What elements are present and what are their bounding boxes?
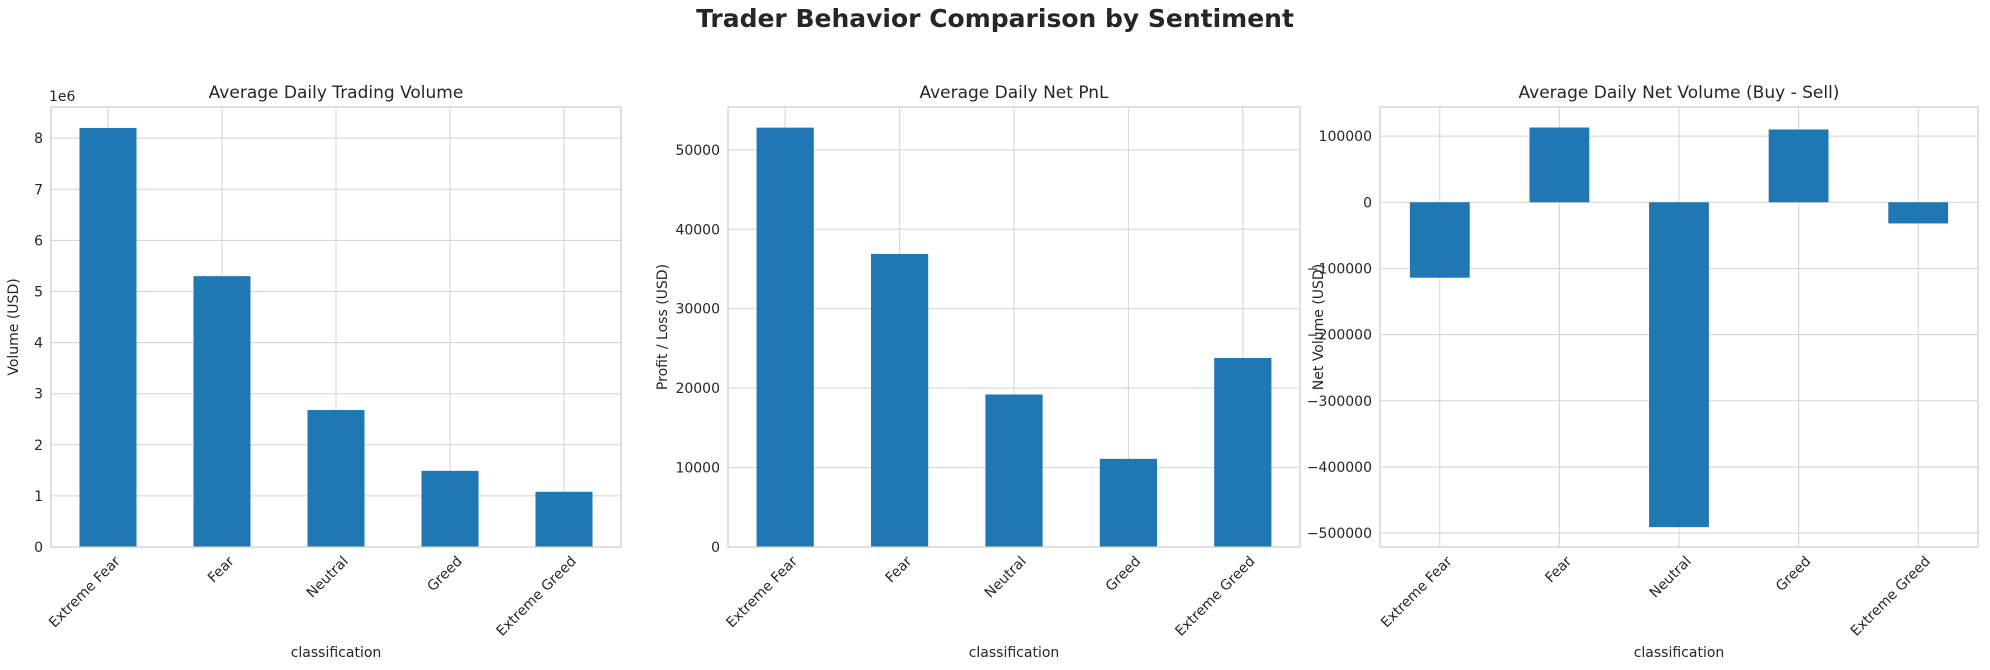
bar	[1409, 202, 1470, 278]
x-tick-label: Greed	[1103, 554, 1144, 595]
y-tick-label: 50000	[675, 143, 720, 159]
y-tick-label: −200000	[1307, 328, 1372, 344]
bar	[535, 491, 593, 547]
y-tick-label: −300000	[1307, 394, 1372, 410]
x-tick-label: Extreme Greed	[1172, 554, 1258, 640]
x-tick-label: Fear	[205, 553, 238, 586]
x-tick-label: Greed	[1773, 554, 1814, 595]
x-axis-label: classification	[1634, 645, 1725, 661]
y-tick-label: 5	[34, 284, 43, 300]
x-axis-label: classification	[969, 645, 1060, 661]
y-axis-label: Profit / Loss (USD)	[655, 264, 671, 390]
y-axis-label: Net Volume (USD)	[1311, 264, 1327, 390]
y-tick-label: 8	[34, 131, 43, 147]
bar	[756, 127, 814, 548]
y-tick-label: −100000	[1307, 261, 1372, 277]
y-tick-label: 100000	[1319, 129, 1372, 145]
x-tick-label: Extreme Fear	[1378, 553, 1456, 631]
chart-title: Average Daily Net Volume (Buy - Sell)	[1519, 83, 1840, 103]
bar	[1768, 129, 1829, 203]
bar	[1888, 202, 1949, 224]
bar	[193, 276, 251, 547]
plot-frame	[727, 106, 1301, 548]
x-tick-label: Neutral	[982, 554, 1030, 602]
x-tick-label: Extreme Fear	[723, 553, 801, 631]
y-tick-label: 20000	[675, 381, 720, 397]
chart-panel-2: 0 10000 20000 30000 40000 50000 Extreme Fear Fe…	[655, 83, 1301, 661]
x-tick-label: Neutral	[1647, 554, 1695, 602]
bar	[421, 470, 479, 547]
chart-panel-1: 0 1 2 3 4 5 6 7 8 Extreme Fear Fear Neutral Greed Ext…	[6, 83, 622, 661]
y-offset-text: 1e6	[49, 89, 76, 105]
y-tick-label: 3	[34, 387, 43, 403]
y-tick-label: 30000	[675, 302, 720, 318]
plot-frame	[50, 106, 622, 548]
y-tick-label: −400000	[1307, 460, 1372, 476]
chart-panel-3: −500000 −400000 −300000 −200000 −100000 0 1000…	[1307, 83, 1979, 661]
y-tick-label: 6	[34, 233, 43, 249]
x-axis-label: classification	[291, 645, 382, 661]
y-tick-label: 0	[1363, 195, 1372, 211]
bar	[871, 253, 929, 548]
y-tick-label: 0	[34, 540, 43, 556]
y-tick-label: 2	[34, 438, 43, 454]
plot-frame	[1379, 106, 1979, 548]
y-tick-label: 4	[34, 336, 43, 352]
bar	[79, 127, 137, 547]
bar	[985, 394, 1043, 547]
x-tick-label: Greed	[424, 554, 465, 595]
x-tick-label: Extreme Greed	[494, 554, 580, 640]
bar	[1214, 357, 1272, 547]
figure-title: Trader Behavior Comparison by Sentiment	[696, 4, 1294, 33]
x-tick-label: Fear	[1542, 553, 1575, 586]
bar	[1649, 202, 1709, 528]
y-tick-label: 1	[34, 489, 43, 505]
y-axis-label: Volume (USD)	[6, 278, 22, 375]
y-tick-label: 0	[711, 540, 720, 556]
y-tick-label: 40000	[675, 222, 720, 238]
y-tick-label: −500000	[1307, 526, 1372, 542]
x-tick-label: Fear	[883, 553, 916, 586]
x-tick-label: Extreme Fear	[46, 553, 124, 631]
bar	[1529, 127, 1590, 203]
x-tick-label: Neutral	[304, 554, 352, 602]
chart-title: Average Daily Trading Volume	[209, 83, 464, 103]
x-tick-label: Extreme Greed	[1848, 554, 1934, 640]
bar	[307, 410, 365, 547]
chart-title: Average Daily Net PnL	[919, 83, 1109, 103]
y-tick-label: 7	[34, 182, 43, 198]
bar	[1099, 458, 1157, 547]
y-tick-label: 10000	[675, 461, 720, 477]
